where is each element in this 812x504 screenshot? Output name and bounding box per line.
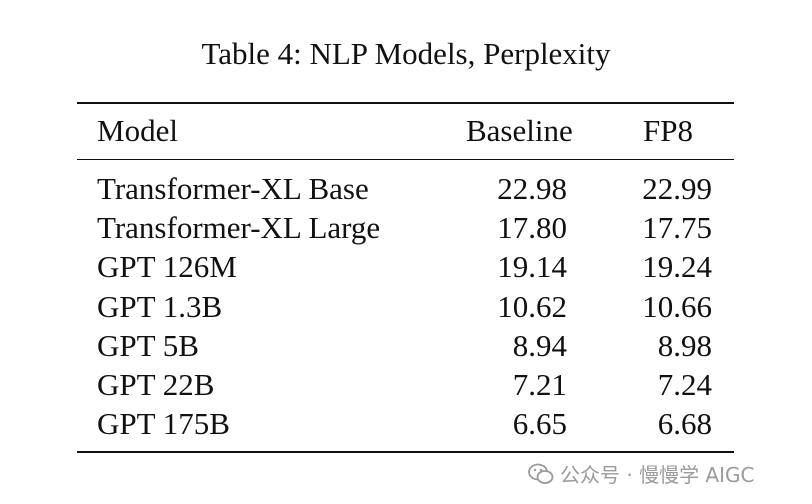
baseline-cell: 7.21 bbox=[512, 367, 567, 402]
top-rule bbox=[77, 102, 734, 104]
model-cell: GPT 1.3B bbox=[97, 288, 223, 324]
fp8-cell: 17.75 bbox=[642, 210, 712, 246]
model-cell: GPT 5B bbox=[97, 327, 199, 363]
fp8-cell: 19.24 bbox=[642, 249, 712, 285]
wechat-icon bbox=[528, 463, 554, 484]
baseline-cell: 22.98 bbox=[497, 171, 567, 206]
model-cell: Transformer-XL Base bbox=[97, 171, 369, 206]
fp8-cell: 10.66 bbox=[642, 288, 712, 324]
model-cell: GPT 126M bbox=[97, 249, 237, 285]
header-model: Model bbox=[97, 113, 178, 148]
header-fp8: FP8 bbox=[643, 113, 693, 148]
fp8-cell: 22.99 bbox=[642, 171, 712, 206]
fp8-cell: 7.24 bbox=[657, 367, 712, 402]
bottom-rule bbox=[77, 451, 734, 453]
model-cell: GPT 175B bbox=[97, 406, 230, 442]
model-cell: GPT 22B bbox=[97, 367, 215, 402]
fp8-cell: 6.68 bbox=[657, 406, 712, 442]
header-baseline: Baseline bbox=[466, 113, 573, 148]
baseline-cell: 17.80 bbox=[497, 210, 567, 246]
baseline-cell: 10.62 bbox=[497, 288, 567, 324]
baseline-cell: 6.65 bbox=[512, 406, 567, 442]
model-cell: Transformer-XL Large bbox=[97, 210, 381, 246]
fp8-cell: 8.98 bbox=[657, 327, 712, 363]
mid-rule bbox=[77, 159, 734, 160]
watermark-text: 公众号 · 慢慢学 AIGC bbox=[560, 463, 755, 487]
baseline-cell: 19.14 bbox=[497, 249, 567, 285]
baseline-cell: 8.94 bbox=[512, 327, 567, 363]
table-caption: Table 4: NLP Models, Perplexity bbox=[201, 36, 611, 71]
watermark: 公众号 · 慢慢学 AIGC bbox=[528, 459, 754, 488]
